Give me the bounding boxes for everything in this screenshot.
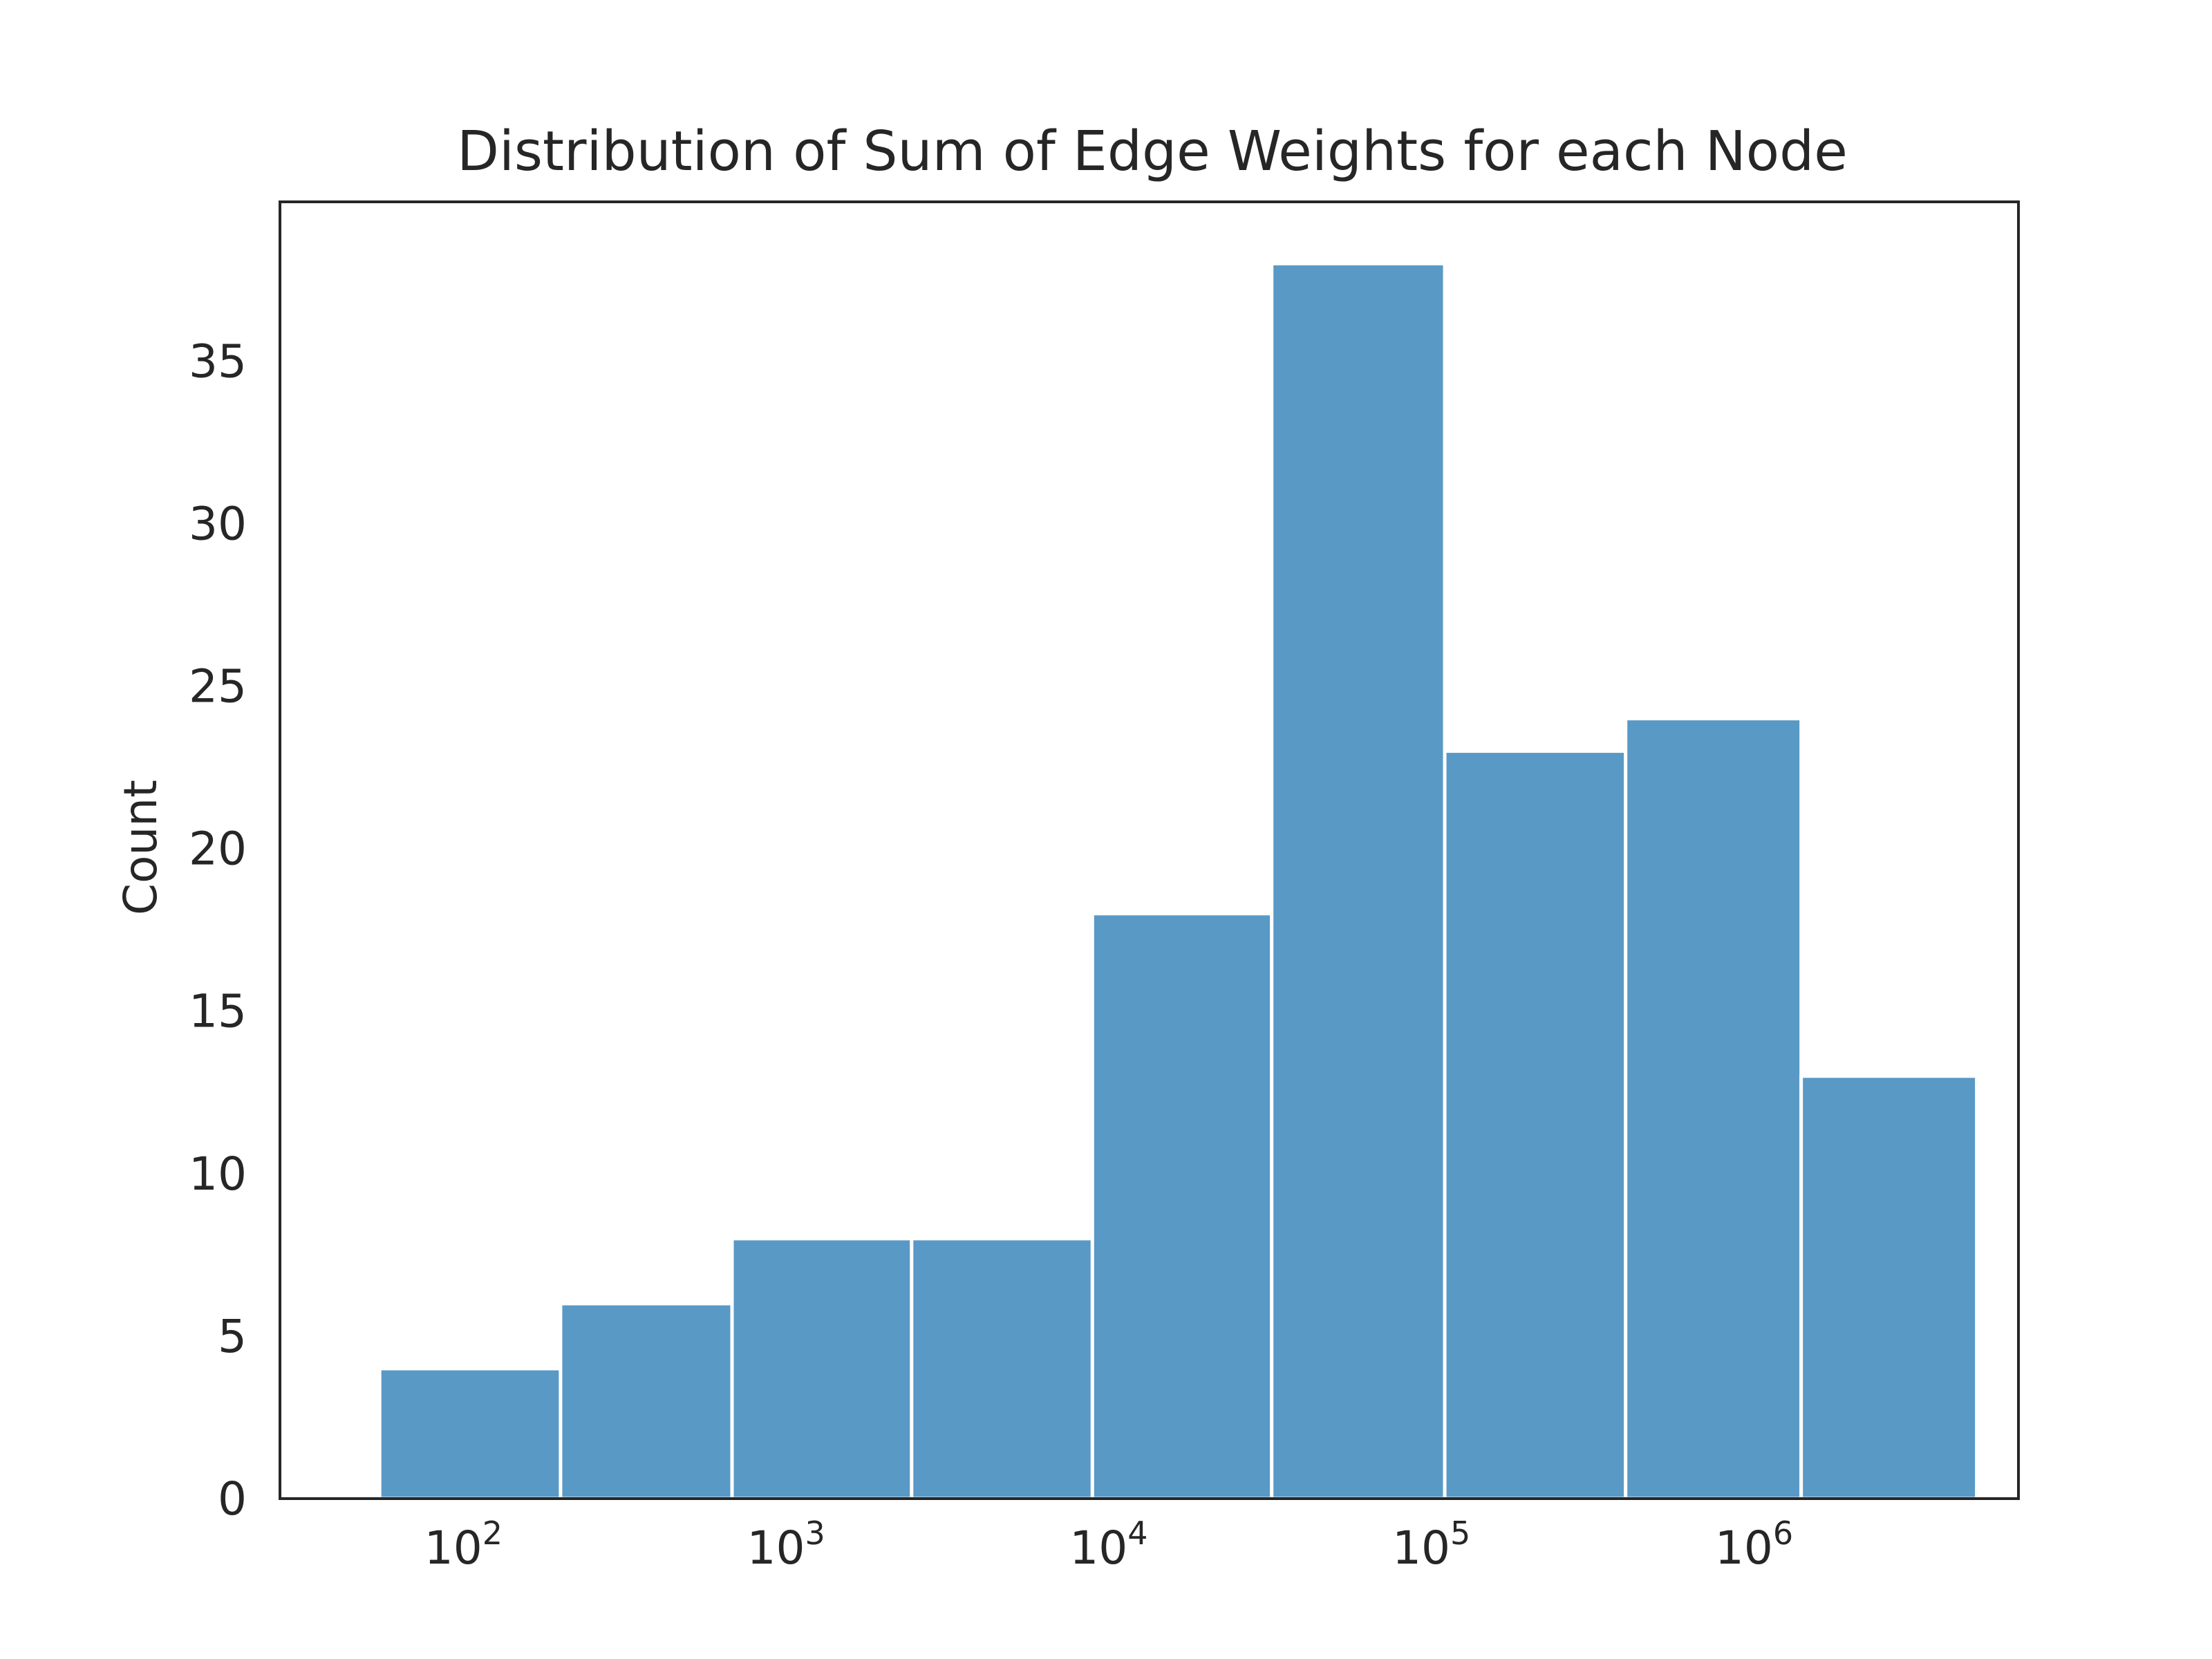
histogram-bar-4 — [910, 1237, 1094, 1501]
bars-group — [377, 261, 1979, 1501]
y-tick-label: 20 — [189, 823, 247, 876]
y-tick-label: 15 — [189, 985, 247, 1038]
x-tick-label: 104 — [1069, 1515, 1147, 1575]
histogram-bar-9 — [1799, 1074, 1979, 1501]
plot-frame — [279, 200, 2020, 1500]
y-tick-label: 35 — [189, 335, 247, 388]
x-tick-label: 103 — [747, 1515, 825, 1575]
y-tick-label: 5 — [218, 1310, 247, 1363]
histogram-bar-7 — [1443, 749, 1628, 1501]
y-tick-label: 10 — [189, 1147, 247, 1201]
y-tick-label: 25 — [189, 660, 247, 713]
histogram-bar-2 — [559, 1302, 734, 1501]
histogram-bar-3 — [730, 1237, 914, 1501]
histogram-bar-5 — [1090, 912, 1274, 1501]
x-tick-label: 102 — [424, 1515, 503, 1575]
y-axis-label: Count — [114, 780, 167, 915]
y-axis-ticks: 0 5 10 15 20 25 30 35 — [189, 335, 247, 1526]
chart-title: Distribution of Sum of Edge Weights for … — [457, 120, 1848, 183]
histogram-bar-6 — [1270, 261, 1447, 1501]
histogram-bar-8 — [1624, 717, 1803, 1501]
y-tick-label: 0 — [218, 1472, 247, 1526]
y-tick-label: 30 — [189, 497, 247, 550]
x-tick-label: 106 — [1715, 1515, 1793, 1575]
x-axis-ticks: 102 103 104 105 106 — [424, 1515, 1793, 1575]
histogram-bar-1 — [377, 1367, 563, 1501]
x-tick-label: 105 — [1392, 1515, 1470, 1575]
